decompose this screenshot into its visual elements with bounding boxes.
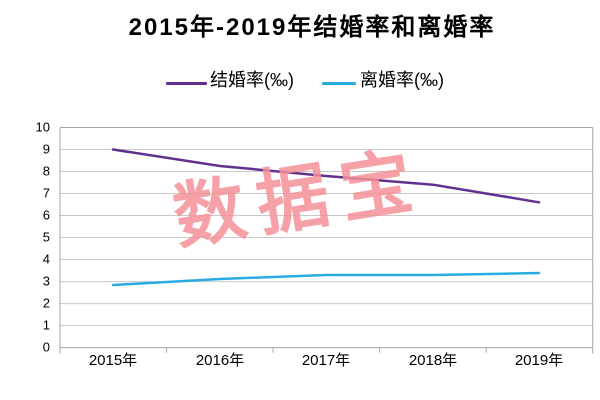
svg-text:5: 5 [43,230,50,245]
svg-text:2019年: 2019年 [515,352,563,369]
svg-text:7: 7 [43,186,50,201]
svg-text:0: 0 [43,340,50,355]
svg-text:3: 3 [43,274,50,289]
svg-text:2015年: 2015年 [89,352,137,369]
svg-text:1: 1 [43,318,50,333]
svg-text:2018年: 2018年 [409,352,457,369]
svg-text:2016年: 2016年 [196,352,244,369]
svg-text:9: 9 [43,142,50,157]
svg-text:2: 2 [43,296,50,311]
svg-text:4: 4 [43,252,50,267]
svg-text:2017年: 2017年 [302,352,350,369]
svg-text:10: 10 [36,120,50,135]
svg-text:6: 6 [43,208,50,223]
svg-text:8: 8 [43,164,50,179]
